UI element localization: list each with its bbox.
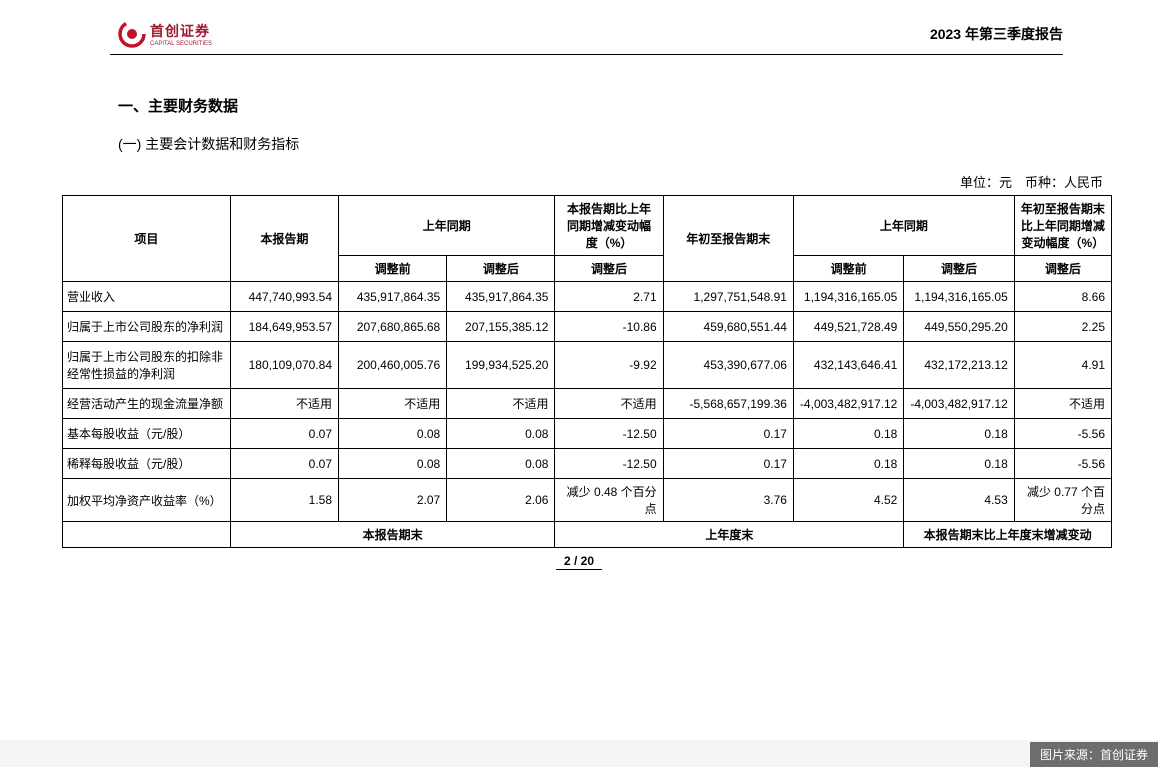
footer-empty [63,522,231,548]
cell-prior-after: 0.08 [447,449,555,479]
cell-ytd-prior-after: 432,172,213.12 [904,342,1014,389]
cell-ytd-prior-after: -4,003,482,917.12 [904,389,1014,419]
cell-label: 经营活动产生的现金流量净额 [63,389,231,419]
cell-ytd: 1,297,751,548.91 [663,282,793,312]
logo-icon [118,20,146,48]
table-row: 营业收入447,740,993.54435,917,864.35435,917,… [63,282,1112,312]
section-title: 一、主要财务数据 [118,95,1158,116]
cell-current: 0.07 [230,419,338,449]
col-change-pct: 本报告期比上年同期增减变动幅度（%） [555,196,663,256]
col-after-adj-3: 调整后 [904,256,1014,282]
header-rule [110,54,1063,55]
cell-current: 180,109,070.84 [230,342,338,389]
col-before-adj-1: 调整前 [339,256,447,282]
col-prior-ytd: 上年同期 [793,196,1014,256]
unit-line: 单位：元 币种：人民币 [0,172,1103,191]
cell-ytd-change: 不适用 [1014,389,1111,419]
cell-ytd-prior-before: 4.52 [793,479,903,522]
cell-ytd-change: 8.66 [1014,282,1111,312]
cell-prior-before: 不适用 [339,389,447,419]
cell-label: 基本每股收益（元/股） [63,419,231,449]
cell-ytd-prior-before: 0.18 [793,419,903,449]
cell-change: -10.86 [555,312,663,342]
cell-ytd: 0.17 [663,449,793,479]
cell-ytd-change: -5.56 [1014,419,1111,449]
cell-label: 稀释每股收益（元/股） [63,449,231,479]
cell-ytd-change: 减少 0.77 个百分点 [1014,479,1111,522]
cell-ytd: 3.76 [663,479,793,522]
cell-current: 0.07 [230,449,338,479]
cell-change: 2.71 [555,282,663,312]
logo-sub-text: CAPITAL SECURITIES [150,41,212,47]
footer-prior-year-end: 上年度末 [555,522,904,548]
cell-change: 减少 0.48 个百分点 [555,479,663,522]
cell-ytd-prior-before: 0.18 [793,449,903,479]
report-period-title: 2023 年第三季度报告 [930,24,1063,44]
cell-ytd-prior-after: 449,550,295.20 [904,312,1014,342]
logo-main-text: 首创证券 [150,23,210,39]
cell-prior-after: 不适用 [447,389,555,419]
cell-prior-before: 2.07 [339,479,447,522]
subsection-title: (一) 主要会计数据和财务指标 [118,134,1158,154]
col-after-adj-1: 调整后 [447,256,555,282]
cell-prior-after: 207,155,385.12 [447,312,555,342]
col-after-adj-4: 调整后 [1014,256,1111,282]
cell-ytd: 459,680,551.44 [663,312,793,342]
cell-label: 归属于上市公司股东的净利润 [63,312,231,342]
table-row: 加权平均净资产收益率（%）1.582.072.06减少 0.48 个百分点3.7… [63,479,1112,522]
cell-prior-before: 200,460,005.76 [339,342,447,389]
cell-prior-after: 199,934,525.20 [447,342,555,389]
col-prior-same: 上年同期 [339,196,555,256]
cell-current: 不适用 [230,389,338,419]
cell-ytd-prior-before: -4,003,482,917.12 [793,389,903,419]
company-logo: 首创证券 CAPITAL SECURITIES [118,20,212,48]
cell-prior-before: 435,917,864.35 [339,282,447,312]
cell-ytd-prior-after: 0.18 [904,449,1014,479]
cell-ytd-prior-before: 449,521,728.49 [793,312,903,342]
cell-ytd-change: 2.25 [1014,312,1111,342]
cell-ytd-change: -5.56 [1014,449,1111,479]
page-number: 2 / 20 [0,554,1158,568]
cell-label: 营业收入 [63,282,231,312]
table-row: 基本每股收益（元/股）0.070.080.08-12.500.170.180.1… [63,419,1112,449]
cell-current: 184,649,953.57 [230,312,338,342]
cell-ytd: -5,568,657,199.36 [663,389,793,419]
table-row: 归属于上市公司股东的扣除非经常性损益的净利润180,109,070.84200,… [63,342,1112,389]
cell-prior-before: 207,680,865.68 [339,312,447,342]
image-credit: 图片来源：首创证券 [1030,742,1158,767]
cell-ytd: 453,390,677.06 [663,342,793,389]
col-ytd: 年初至报告期末 [663,196,793,282]
cell-ytd-prior-after: 0.18 [904,419,1014,449]
cell-ytd-change: 4.91 [1014,342,1111,389]
cell-ytd-prior-after: 4.53 [904,479,1014,522]
cell-prior-before: 0.08 [339,419,447,449]
footer-current-end: 本报告期末 [230,522,555,548]
cell-change: -9.92 [555,342,663,389]
table-row: 经营活动产生的现金流量净额不适用不适用不适用不适用-5,568,657,199.… [63,389,1112,419]
table-row: 稀释每股收益（元/股）0.070.080.08-12.500.170.180.1… [63,449,1112,479]
col-after-adj-2: 调整后 [555,256,663,282]
footer-change: 本报告期末比上年度末增减变动 [904,522,1112,548]
cell-label: 加权平均净资产收益率（%） [63,479,231,522]
col-ytd-change-pct: 年初至报告期末比上年同期增减变动幅度（%） [1014,196,1111,256]
cell-current: 447,740,993.54 [230,282,338,312]
cell-ytd-prior-after: 1,194,316,165.05 [904,282,1014,312]
cell-ytd-prior-before: 1,194,316,165.05 [793,282,903,312]
cell-ytd-prior-before: 432,143,646.41 [793,342,903,389]
col-current: 本报告期 [230,196,338,282]
cell-prior-before: 0.08 [339,449,447,479]
col-before-adj-3: 调整前 [793,256,903,282]
cell-prior-after: 0.08 [447,419,555,449]
table-row: 归属于上市公司股东的净利润184,649,953.57207,680,865.6… [63,312,1112,342]
cell-ytd: 0.17 [663,419,793,449]
cell-change: -12.50 [555,449,663,479]
cell-change: -12.50 [555,419,663,449]
cell-label: 归属于上市公司股东的扣除非经常性损益的净利润 [63,342,231,389]
cell-prior-after: 2.06 [447,479,555,522]
financial-table: 项目 本报告期 上年同期 本报告期比上年同期增减变动幅度（%） 年初至报告期末 … [62,195,1112,548]
col-project: 项目 [63,196,231,282]
cell-current: 1.58 [230,479,338,522]
cell-change: 不适用 [555,389,663,419]
cell-prior-after: 435,917,864.35 [447,282,555,312]
